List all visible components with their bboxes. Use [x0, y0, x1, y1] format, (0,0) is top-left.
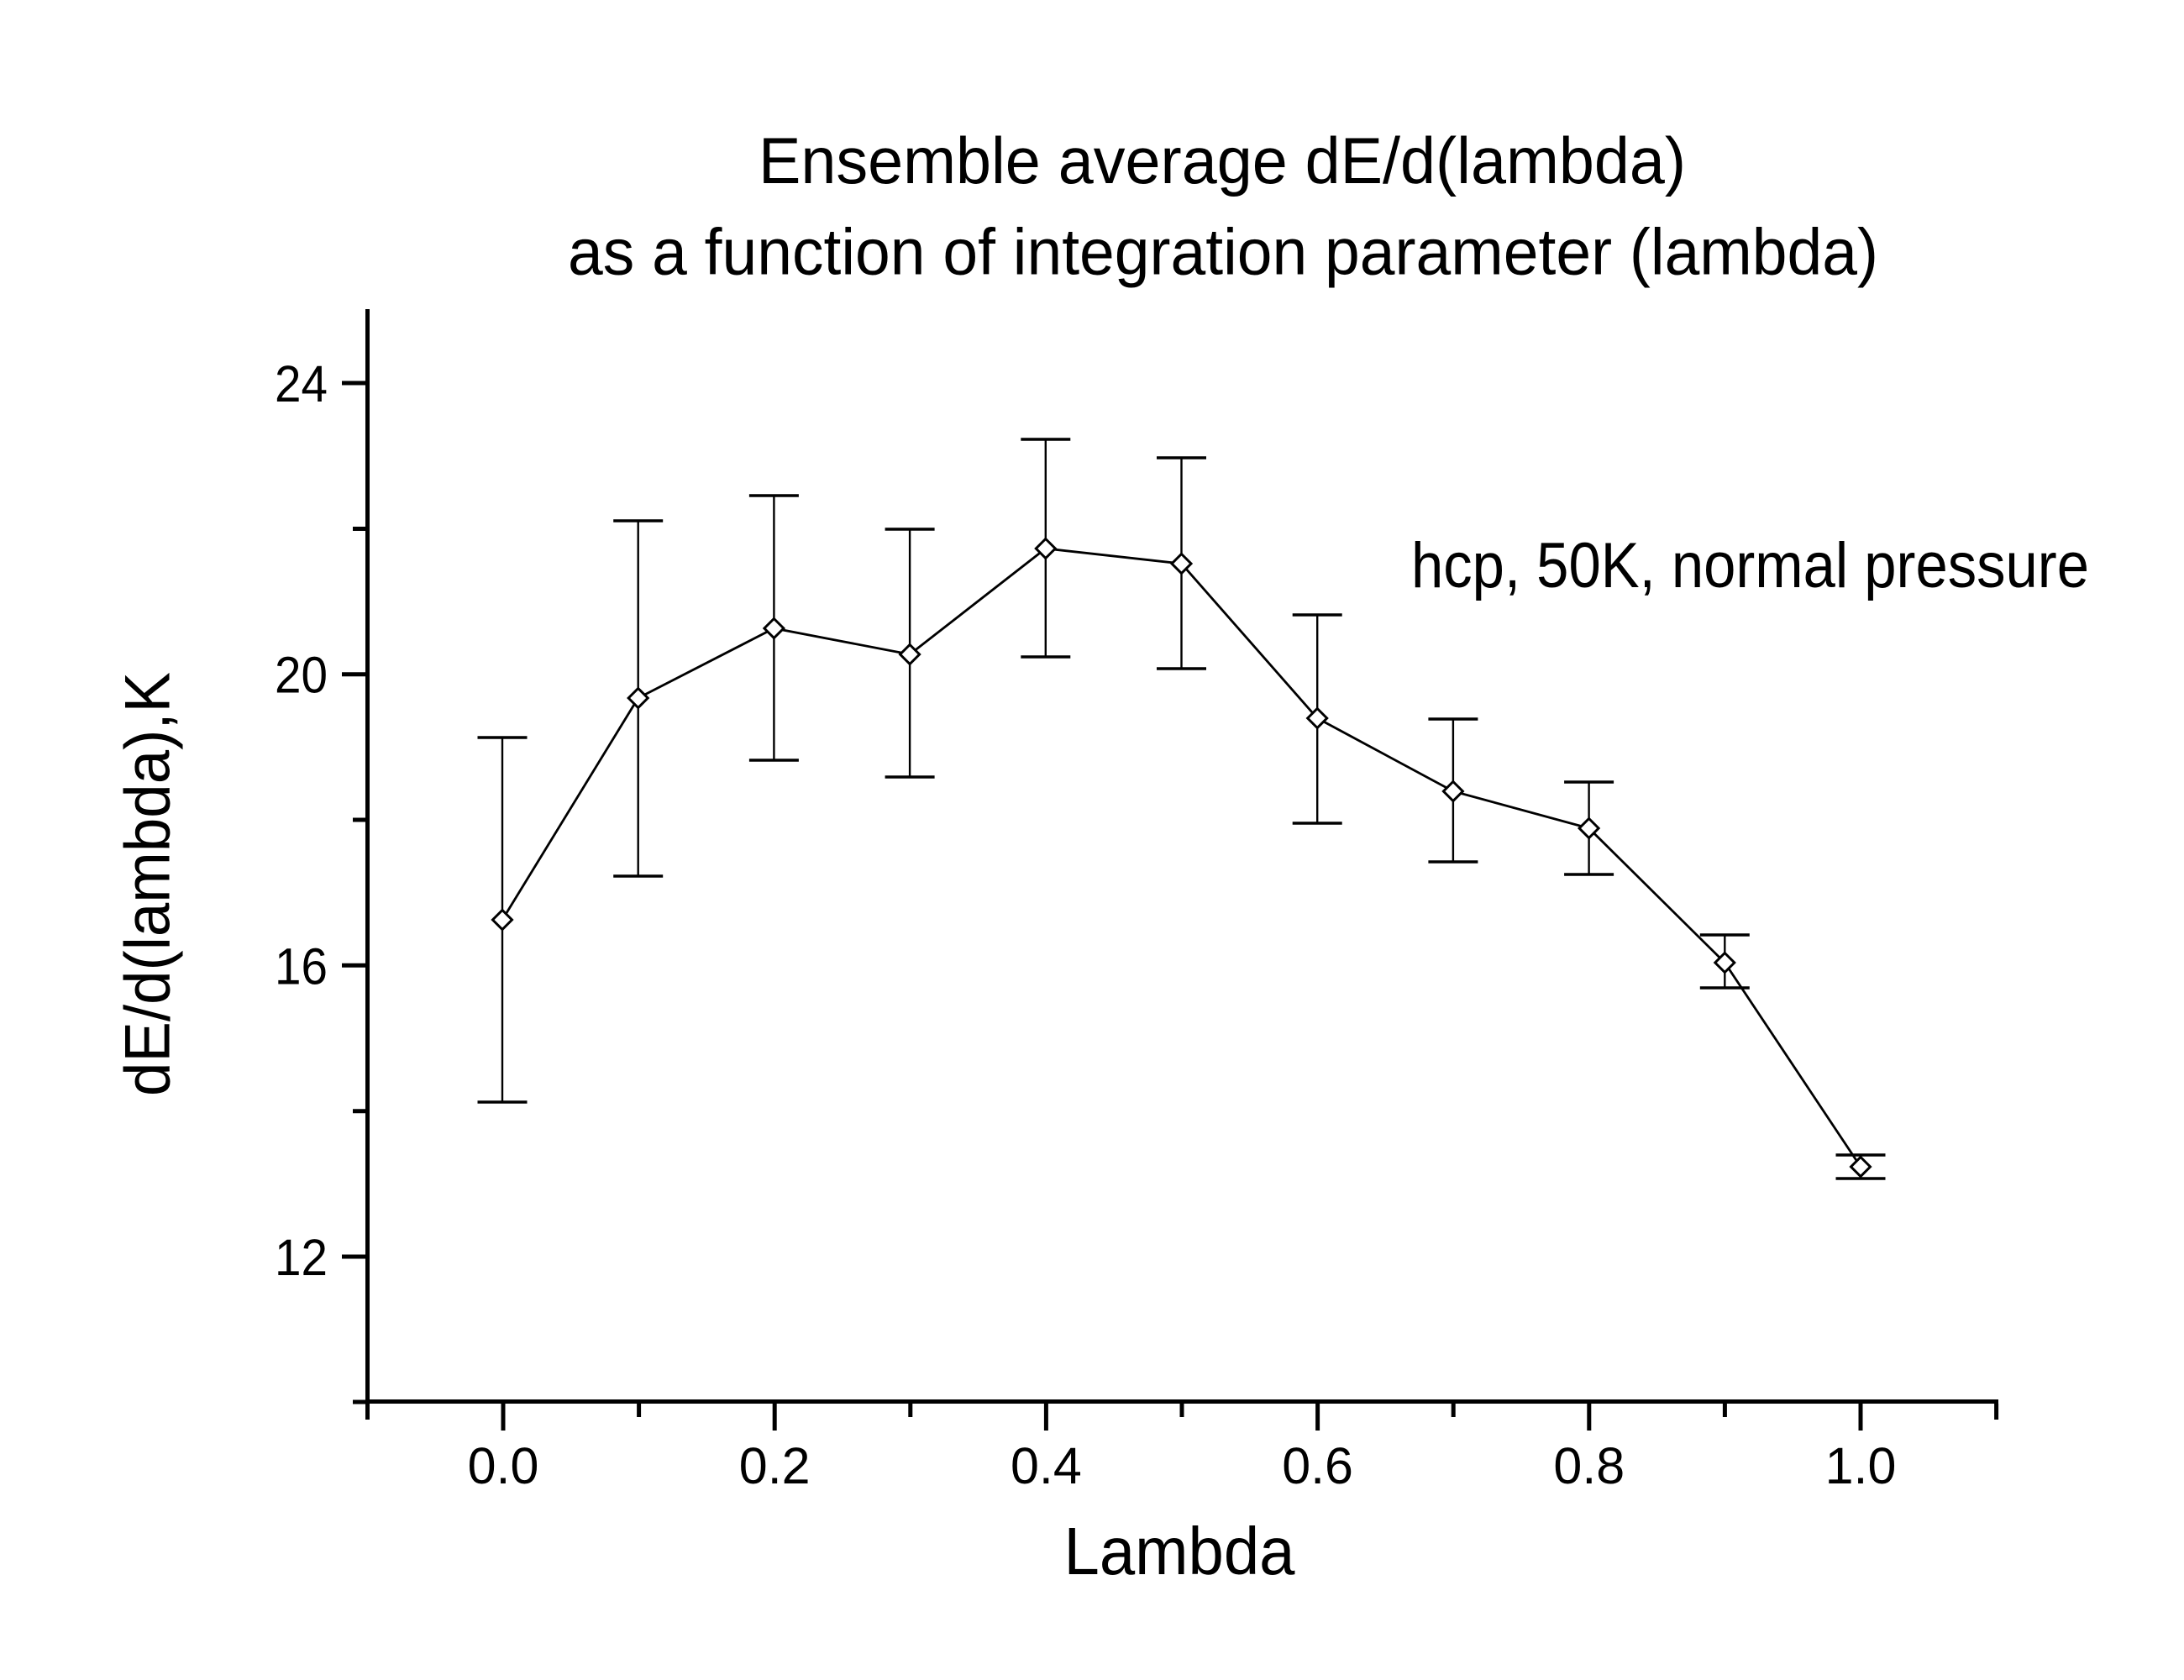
svg-text:as a function of integration p: as a function of integration parameter (… — [568, 215, 1878, 289]
svg-text:Ensemble average dE/d(lambda): Ensemble average dE/d(lambda) — [759, 123, 1686, 197]
svg-text:1.0: 1.0 — [1825, 1437, 1897, 1494]
svg-text:Lambda: Lambda — [1064, 1514, 1295, 1588]
svg-text:16: 16 — [275, 937, 328, 995]
svg-text:0.0: 0.0 — [468, 1437, 539, 1494]
svg-text:0.8: 0.8 — [1553, 1437, 1625, 1494]
svg-text:dE/d(lambda),K: dE/d(lambda),K — [113, 672, 184, 1096]
svg-text:0.6: 0.6 — [1282, 1437, 1353, 1494]
svg-text:24: 24 — [275, 355, 328, 412]
svg-text:12: 12 — [275, 1229, 328, 1286]
svg-text:20: 20 — [275, 647, 328, 704]
svg-text:0.4: 0.4 — [1011, 1437, 1082, 1494]
svg-text:0.2: 0.2 — [739, 1437, 811, 1494]
svg-text:hcp, 50K, normal pressure: hcp, 50K, normal pressure — [1411, 530, 2089, 601]
